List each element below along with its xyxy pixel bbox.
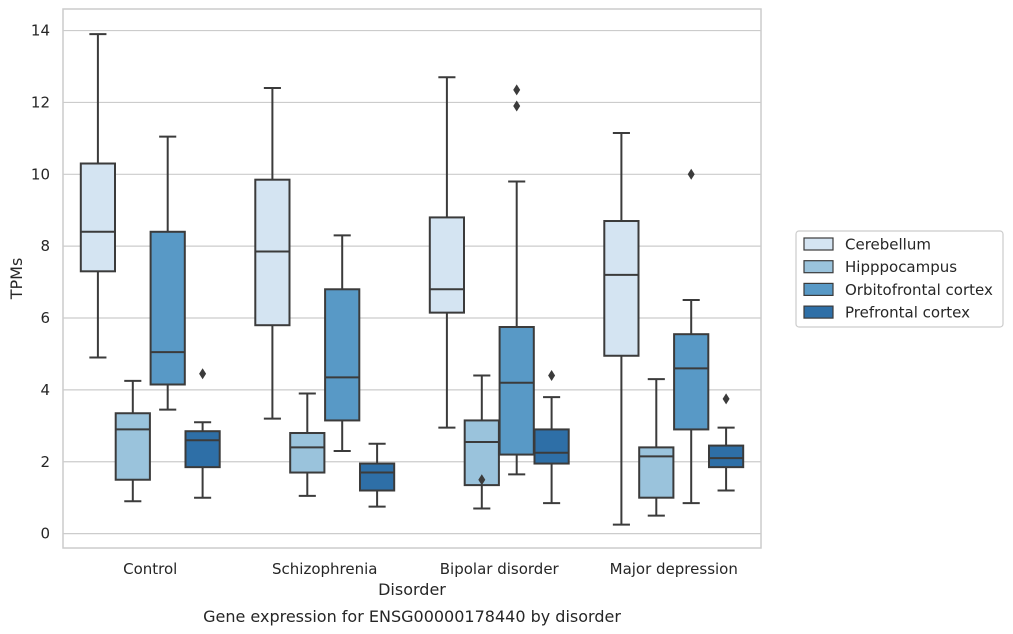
y-tick-label-10: 10 [31,165,50,183]
box-major-depression-orbitofrontal-cortex-iqr [673,333,710,431]
y-tick-label-14: 14 [31,22,50,40]
x-tick-label-control: Control [123,560,177,578]
legend-label-orbitofrontal-cortex: Orbitofrontal cortex [845,281,993,299]
y-tick-label-4: 4 [40,381,50,399]
box-major-depression-orbitofrontal-cortex-outlier-0 [687,168,695,180]
box-control-cerebellum [79,33,117,359]
box-major-depression-cerebellum-iqr [603,220,640,357]
box-schizophrenia-prefrontal-cortex-iqr [358,462,396,492]
y-tick-label-0: 0 [40,525,50,543]
x-tick-label-bipolar-disorder: Bipolar disorder [440,560,560,578]
box-bipolar-disorder-hipppocampus-outlier-0 [478,474,486,486]
y-tick-label-12: 12 [31,93,50,111]
y-axis-label: TPMs [7,258,26,301]
box-bipolar-disorder-prefrontal-cortex-outlier-0 [548,370,556,382]
box-major-depression-hipppocampus [638,378,675,517]
legend-frame [795,230,1004,328]
box-bipolar-disorder-orbitofrontal-cortex-iqr [498,326,535,456]
box-schizophrenia-hipppocampus-iqr [289,432,326,474]
box-control-cerebellum-iqr [79,162,117,273]
box-control-hipppocampus-iqr [114,412,151,481]
legend-swatch-cerebellum [803,237,834,251]
box-control-prefrontal-cortex [184,368,221,499]
legend: Cerebellum Hipppocampus Orbitofrontal cort… [795,230,1004,328]
box-major-depression-hipppocampus-iqr [638,446,675,499]
box-schizophrenia-cerebellum [254,87,291,420]
y-tick-label-8: 8 [40,237,50,255]
box-schizophrenia-orbitofrontal-cortex [324,234,361,452]
box-bipolar-disorder-hipppocampus [463,374,500,510]
legend-label-hipppocampus: Hipppocampus [845,258,957,276]
box-major-depression-cerebellum [603,131,640,526]
box-major-depression-prefrontal-cortex-outlier-0 [722,393,730,405]
box-control-orbitofrontal-cortex [149,135,186,411]
chart-title: Gene expression for ENSG00000178440 by d… [203,607,621,626]
box-bipolar-disorder-cerebellum-iqr [428,216,466,314]
box-control-hipppocampus [114,379,151,503]
box-bipolar-disorder-prefrontal-cortex-iqr [533,428,570,465]
x-tick-labels: Control Schizophrenia Bipolar disorder Majo… [123,560,738,578]
box-schizophrenia-prefrontal-cortex [358,442,396,508]
box-bipolar-disorder-orbitofrontal-cortex-outlier-0 [513,100,521,112]
legend-label-cerebellum: Cerebellum [845,236,931,254]
y-tick-label-2: 2 [40,453,50,471]
box-control-orbitofrontal-cortex-iqr [149,230,186,386]
x-tick-label-major-depression: Major depression [610,560,738,578]
box-major-depression-prefrontal-cortex-iqr [707,444,745,469]
x-axis-label: Disorder [378,580,446,599]
y-tick-label-6: 6 [40,309,50,327]
box-schizophrenia-orbitofrontal-cortex-iqr [324,288,361,422]
box-control-prefrontal-cortex-iqr [184,430,221,469]
legend-label-prefrontal-cortex: Prefrontal cortex [845,304,970,322]
legend-swatch-orbitofrontal-cortex [803,282,834,296]
plot-frame [62,8,762,549]
box-major-depression-orbitofrontal-cortex [673,168,710,505]
box-series [79,33,745,526]
box-bipolar-disorder-orbitofrontal-cortex-outlier-1 [513,84,521,96]
legend-swatch-prefrontal-cortex [803,305,834,319]
box-schizophrenia-hipppocampus [289,392,326,497]
box-bipolar-disorder-orbitofrontal-cortex [498,84,535,476]
box-major-depression-prefrontal-cortex [707,393,745,492]
box-bipolar-disorder-prefrontal-cortex [533,370,570,505]
legend-swatch-hipppocampus [803,260,834,274]
box-bipolar-disorder-cerebellum [428,76,466,429]
box-control-prefrontal-cortex-outlier-0 [199,368,207,380]
x-tick-label-schizophrenia: Schizophrenia [272,560,377,578]
y-tick-labels: 0 2 4 6 8 10 12 14 [31,22,50,543]
